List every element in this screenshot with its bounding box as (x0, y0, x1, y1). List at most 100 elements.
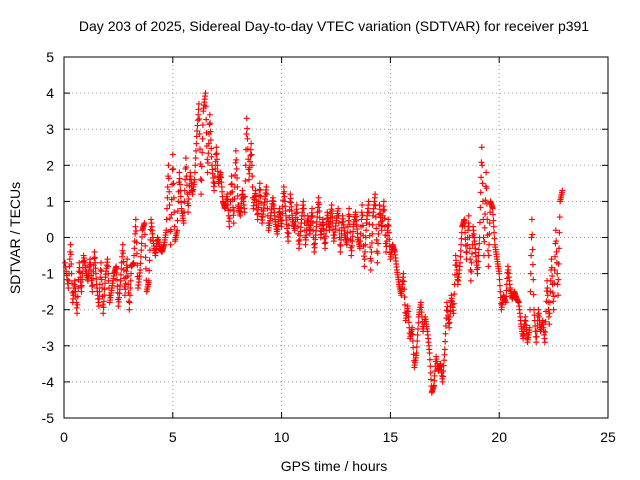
data-point (414, 337, 421, 344)
data-point (542, 328, 549, 335)
data-point (146, 257, 153, 264)
data-point (113, 263, 120, 270)
x-tick-label: 5 (169, 429, 177, 445)
data-point (194, 122, 201, 129)
data-point (120, 250, 127, 257)
data-point (124, 264, 131, 271)
data-point (228, 180, 235, 187)
data-point (166, 215, 173, 222)
data-point (104, 263, 111, 270)
data-point (405, 308, 412, 315)
data-point (372, 214, 379, 221)
data-point (426, 356, 433, 363)
data-point (322, 239, 329, 246)
data-point (345, 217, 352, 224)
data-point (95, 303, 102, 310)
data-point (257, 200, 264, 207)
data-point (367, 244, 374, 251)
data-point (141, 231, 148, 238)
data-point (249, 173, 256, 180)
data-point (191, 169, 198, 176)
data-point (234, 183, 241, 190)
data-point (375, 230, 382, 237)
data-point (224, 191, 231, 198)
data-point (146, 267, 153, 274)
data-point (357, 238, 364, 245)
data-point (68, 270, 75, 277)
data-point (146, 247, 153, 254)
data-point (467, 277, 474, 284)
data-point (232, 159, 239, 166)
data-point (65, 277, 72, 284)
data-point (182, 155, 189, 162)
data-point (169, 151, 176, 158)
data-point (133, 239, 140, 246)
data-point (461, 216, 468, 223)
data-point (137, 253, 144, 260)
data-point (555, 276, 562, 283)
data-point (177, 181, 184, 188)
data-point (363, 227, 370, 234)
data-point (181, 198, 188, 205)
data-point (105, 270, 112, 277)
data-point (207, 128, 214, 135)
data-point (175, 198, 182, 205)
data-point (401, 294, 408, 301)
data-point (551, 266, 558, 273)
data-point (465, 220, 472, 227)
data-point (386, 236, 393, 243)
data-point (164, 183, 171, 190)
data-point (166, 188, 173, 195)
data-point (126, 299, 133, 306)
data-point (491, 235, 498, 242)
data-point (475, 258, 482, 265)
data-point (138, 240, 145, 247)
data-marks (62, 90, 566, 396)
data-point (479, 162, 486, 169)
data-point (300, 205, 307, 212)
data-point (279, 210, 286, 217)
data-point (67, 241, 74, 248)
data-point (134, 262, 141, 269)
data-point (174, 227, 181, 234)
data-point (133, 227, 140, 234)
data-point (369, 221, 376, 228)
data-point (315, 194, 322, 201)
data-point (427, 363, 434, 370)
data-point (206, 111, 213, 118)
data-point (198, 163, 205, 170)
data-point (552, 227, 559, 234)
data-point (198, 191, 205, 198)
data-point (329, 208, 336, 215)
data-point (556, 214, 563, 221)
data-point (231, 208, 238, 215)
data-point (529, 261, 536, 268)
data-point (241, 193, 248, 200)
data-point (169, 166, 176, 173)
data-point (555, 260, 562, 267)
data-point (78, 288, 85, 295)
data-point (163, 216, 170, 223)
data-point (197, 176, 204, 183)
data-point (123, 268, 130, 275)
data-point (556, 245, 563, 252)
data-point (322, 233, 329, 240)
data-point (546, 321, 553, 328)
data-point (130, 259, 137, 266)
data-point (457, 247, 464, 254)
data-point (545, 306, 552, 313)
data-point (207, 137, 214, 144)
data-point (122, 286, 129, 293)
data-point (468, 268, 475, 275)
data-point (214, 168, 221, 175)
data-point (481, 238, 488, 245)
data-point (496, 282, 503, 289)
data-point (464, 241, 471, 248)
data-point (137, 260, 144, 267)
data-point (185, 202, 192, 209)
data-point (203, 116, 210, 123)
data-point (556, 229, 563, 236)
data-point (491, 229, 498, 236)
data-point (374, 259, 381, 266)
data-point (232, 171, 239, 178)
